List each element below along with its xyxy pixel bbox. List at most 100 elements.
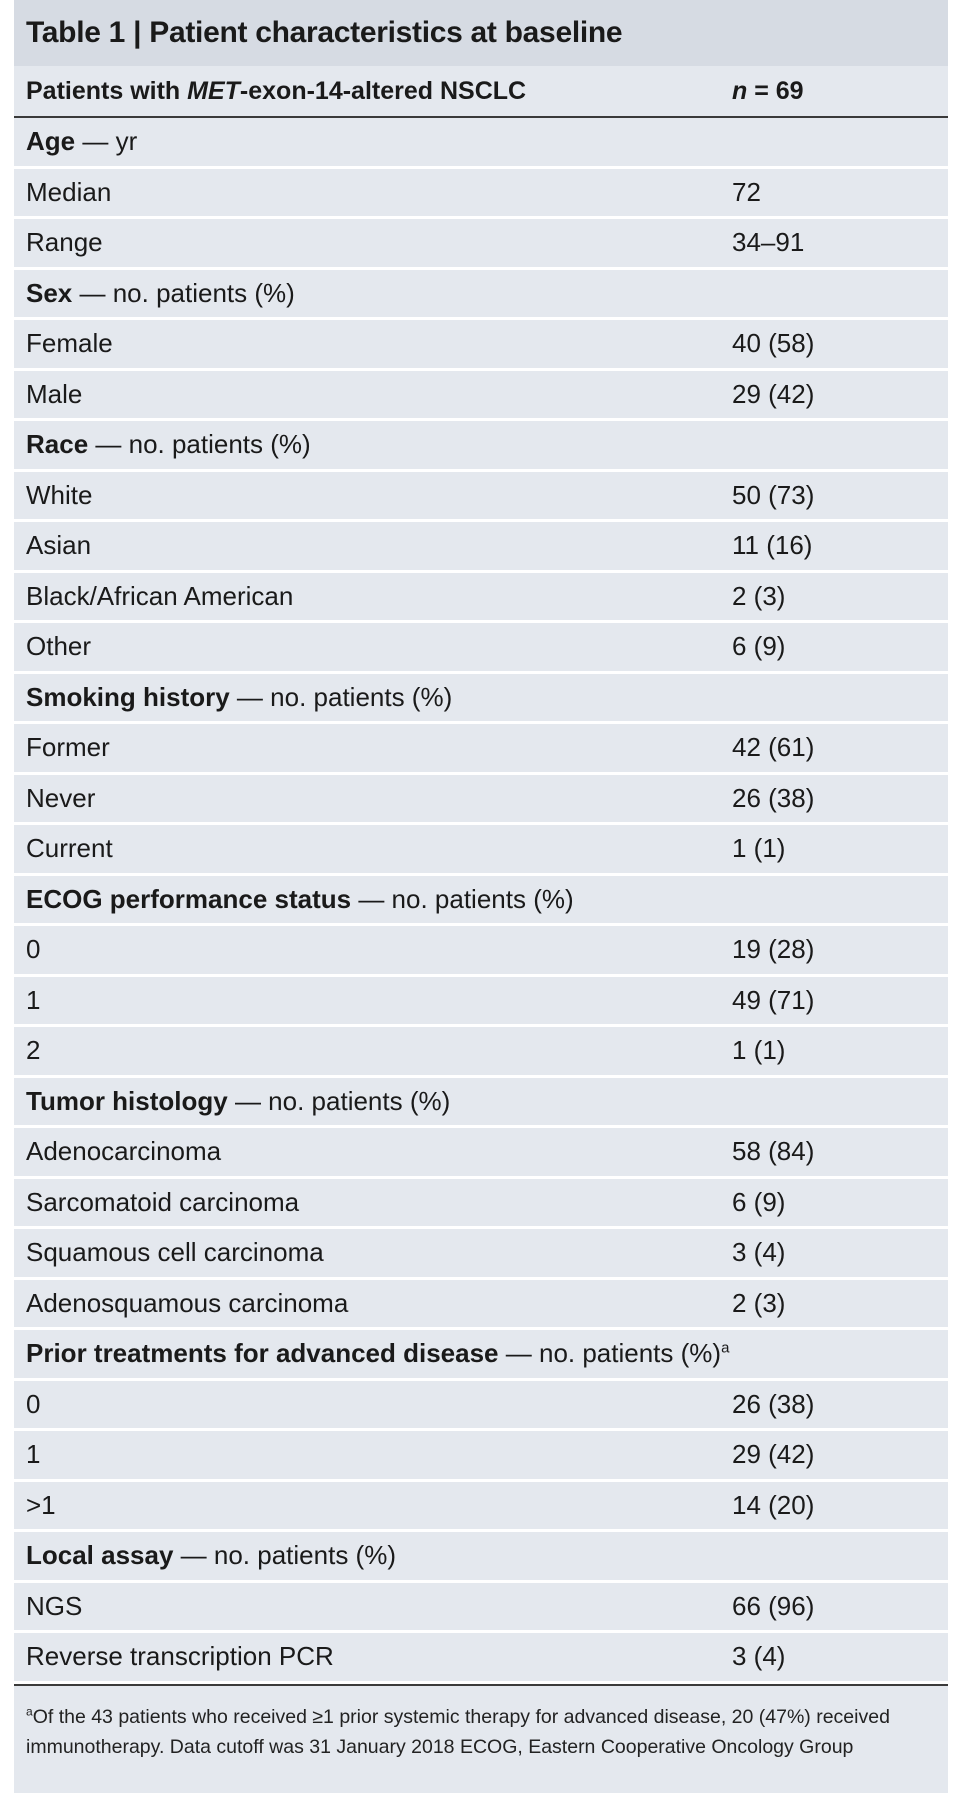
section-unit: — no. patients (%): [498, 1338, 722, 1368]
table-row: Sarcomatoid carcinoma 6 (9): [14, 1179, 948, 1229]
section-header-row: Smoking history — no. patients (%): [14, 674, 948, 724]
row-value: 34–91: [732, 227, 805, 257]
row-value: 6 (9): [732, 1186, 786, 1217]
row-label: Male: [26, 378, 83, 409]
table-body: Age — yr Median 72 Range 34–91 Sex — no. pati…: [14, 118, 948, 1684]
row-label: 0: [26, 1388, 41, 1419]
section-unit: — no. patients (%): [88, 429, 311, 459]
section-title: ECOG performance status: [26, 883, 352, 914]
section-unit: — yr: [75, 126, 138, 156]
table-row: Adenocarcinoma 58 (84): [14, 1128, 948, 1179]
section-title: Age: [26, 126, 76, 156]
row-label: Black/African American: [26, 580, 294, 611]
row-value: 1 (1): [732, 1035, 786, 1065]
table-title: Table 1 | Patient characteristics at bas…: [14, 0, 948, 66]
row-value: 29 (42): [732, 378, 815, 409]
row-value: 3 (4): [732, 1641, 786, 1671]
section-label: Prior treatments for advanced disease — …: [26, 1330, 729, 1378]
table-row: Median 72: [14, 169, 948, 219]
row-value: 40 (58): [732, 328, 815, 358]
row-label: 0: [26, 934, 41, 964]
section-label: Smoking history — no. patients (%): [26, 674, 452, 722]
row-label: Former: [26, 732, 110, 762]
row-label: 2: [26, 1035, 41, 1065]
section-title: Sex: [26, 277, 73, 308]
footnote-rule: [14, 1683, 948, 1686]
header-n: n = 69: [732, 66, 804, 116]
row-label: Adenocarcinoma: [26, 1136, 222, 1166]
section-header-row: ECOG performance status — no. patients (…: [14, 876, 948, 926]
table-row: Reverse transcription PCR 3 (4): [14, 1633, 948, 1684]
row-value: 19 (28): [732, 934, 815, 964]
row-value: 58 (84): [732, 1136, 815, 1166]
row-label: White: [26, 479, 93, 510]
section-title: Prior treatments for advanced disease: [26, 1338, 499, 1368]
row-label: Range: [26, 227, 103, 257]
table-row: Squamous cell carcinoma 3 (4): [14, 1229, 948, 1280]
table-footnote: aOf the 43 patients who received ≥1 prio…: [14, 1686, 948, 1762]
table-row: 2 1 (1): [14, 1027, 948, 1078]
table-row: Current 1 (1): [14, 825, 948, 876]
row-value: 29 (42): [732, 1439, 815, 1469]
section-title: Smoking history: [26, 681, 230, 712]
row-label: >1: [26, 1489, 56, 1520]
footnote-marker: a: [26, 1704, 33, 1718]
table-row: >1 14 (20): [14, 1482, 948, 1532]
row-label: Never: [26, 782, 96, 813]
table-title-text: Patient characteristics at baseline: [149, 16, 623, 49]
table-row: 1 49 (71): [14, 977, 948, 1027]
row-label: Reverse transcription PCR: [26, 1641, 334, 1671]
row-label: Other: [26, 631, 92, 661]
row-value: 3 (4): [732, 1237, 786, 1267]
row-value: 11 (16): [732, 530, 813, 560]
section-header-row: Race — no. patients (%): [14, 421, 948, 472]
row-label: NGS: [26, 1590, 83, 1621]
row-value: 42 (61): [732, 732, 815, 762]
table-row: Female 40 (58): [14, 320, 948, 371]
section-title: Local assay: [26, 1540, 174, 1570]
title-separator: |: [133, 16, 142, 49]
table-row: 0 26 (38): [14, 1381, 948, 1431]
section-unit: — no. patients (%): [229, 681, 453, 712]
table-row: Black/African American 2 (3): [14, 573, 948, 623]
table-row: 1 29 (42): [14, 1431, 948, 1482]
table-header: Patients with MET-exon-14-altered NSCLC …: [14, 66, 948, 118]
section-label: Age — yr: [26, 118, 137, 166]
table-row: White 50 (73): [14, 472, 948, 522]
table-row: Male 29 (42): [14, 371, 948, 421]
row-label: Sarcomatoid carcinoma: [26, 1186, 300, 1217]
header-population: Patients with MET-exon-14-altered NSCLC: [26, 66, 526, 116]
section-label: Race — no. patients (%): [26, 421, 311, 469]
table-row: Former 42 (61): [14, 724, 948, 775]
section-header-row: Sex — no. patients (%): [14, 270, 948, 320]
table-row: 0 19 (28): [14, 926, 948, 977]
section-unit: — no. patients (%): [227, 1085, 451, 1116]
section-title: Race: [26, 429, 89, 459]
row-label: Female: [26, 328, 113, 358]
section-header-row: Tumor histology — no. patients (%): [14, 1078, 948, 1128]
table-row: Adenosquamous carcinoma 2 (3): [14, 1280, 948, 1330]
row-value: 26 (38): [732, 782, 815, 813]
table-number: Table 1: [26, 16, 126, 49]
section-label: Local assay — no. patients (%): [26, 1532, 396, 1580]
row-value: 2 (3): [732, 1287, 786, 1318]
row-value: 1 (1): [732, 833, 786, 863]
row-label: Current: [26, 833, 113, 863]
row-label: Squamous cell carcinoma: [26, 1237, 324, 1267]
row-label: 1: [26, 1439, 41, 1469]
section-unit: — no. patients (%): [173, 1540, 396, 1570]
table-row: Never 26 (38): [14, 775, 948, 825]
header-n-value: = 69: [747, 77, 804, 105]
row-label: Adenosquamous carcinoma: [26, 1287, 349, 1318]
section-title: Tumor histology: [26, 1085, 228, 1116]
table-row: Range 34–91: [14, 219, 948, 270]
header-n-symbol: n: [732, 77, 748, 105]
header-population-pre: Patients with: [26, 77, 188, 105]
section-label: Tumor histology — no. patients (%): [26, 1078, 450, 1126]
row-value: 2 (3): [732, 580, 786, 611]
baseline-characteristics-table: Table 1 | Patient characteristics at bas…: [14, 0, 948, 1793]
row-label: Median: [26, 176, 112, 207]
row-label: Asian: [26, 530, 92, 560]
section-label: Sex — no. patients (%): [26, 270, 295, 318]
section-header-row: Local assay — no. patients (%): [14, 1532, 948, 1583]
